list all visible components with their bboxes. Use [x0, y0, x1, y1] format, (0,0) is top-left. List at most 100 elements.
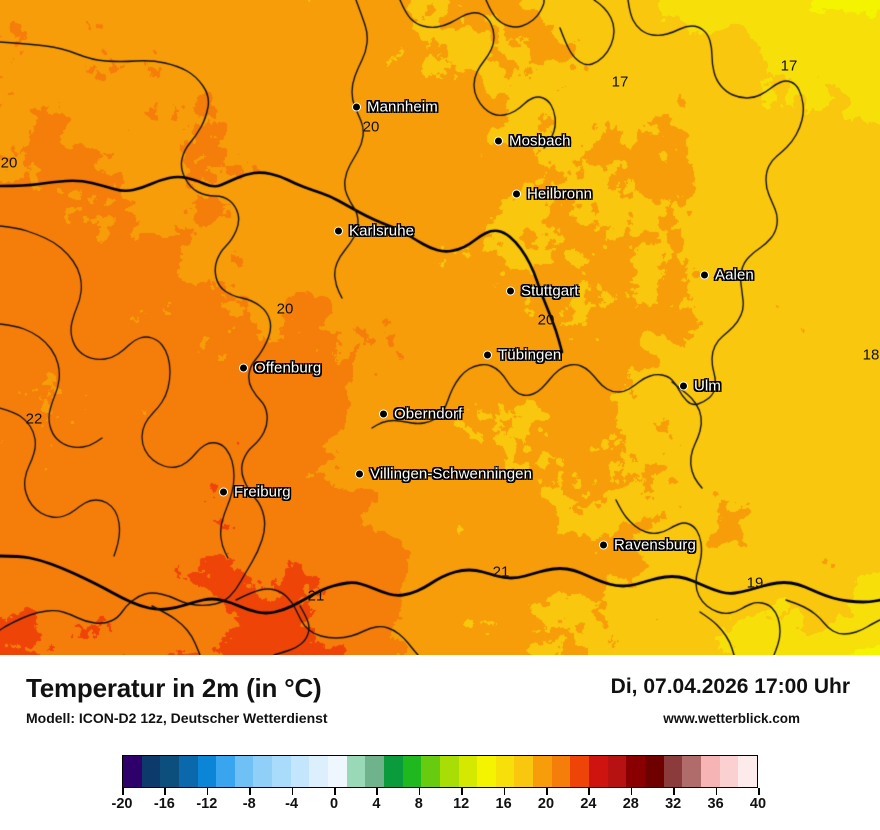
colorbar-tick	[334, 788, 336, 795]
city-label: Tübingen	[498, 346, 562, 364]
colorbar-swatch	[682, 756, 701, 787]
colorbar-tick-label: 28	[622, 796, 639, 812]
colorbar-swatch	[123, 756, 142, 787]
isotherm-label: 20	[276, 300, 294, 318]
city-dot-icon	[506, 286, 515, 296]
city-label: Offenburg	[254, 359, 322, 377]
valid-datetime: Di, 07.04.2026 17:00 Uhr	[610, 675, 850, 698]
colorbar: -20 -16 -12 -8 -4 0 4 8 12 16 20 24 28 32 36 40	[0, 755, 880, 825]
map-city-marker: Ravensburg	[599, 537, 696, 554]
colorbar-tick	[461, 788, 463, 795]
isotherm-label: 21	[307, 587, 325, 605]
city-dot-icon	[679, 381, 688, 391]
colorbar-tick	[758, 788, 760, 795]
map-city-marker: Karlsruhe	[334, 223, 414, 240]
colorbar-tick-label: -12	[196, 796, 218, 812]
colorbar-tick	[715, 788, 718, 795]
model-subtitle: Modell: ICON-D2 12z, Deutscher Wetterdie…	[26, 710, 328, 726]
colorbar-swatch	[421, 756, 440, 787]
colorbar-tick	[122, 788, 124, 795]
colorbar-tick	[206, 788, 209, 795]
colorbar-tick-label: 12	[453, 796, 470, 812]
colorbar-swatch	[178, 756, 198, 787]
colorbar-swatch	[570, 756, 590, 787]
colorbar-tick-label: -20	[111, 796, 133, 812]
colorbar-tick	[291, 788, 294, 795]
colorbar-swatch	[514, 756, 534, 787]
isotherm-label: 17	[780, 57, 798, 75]
city-label: Freiburg	[234, 483, 291, 501]
colorbar-tick-label: 4	[372, 796, 381, 812]
colorbar-swatch	[309, 756, 329, 787]
colorbar-swatch	[439, 756, 459, 787]
city-dot-icon	[494, 136, 503, 146]
isotherm-label: 20	[0, 154, 18, 172]
city-label: Ulm	[694, 377, 721, 395]
city-label: Mosbach	[509, 132, 571, 150]
isotherm-label: 22	[25, 410, 43, 428]
colorbar-tick	[164, 788, 166, 795]
city-dot-icon	[239, 363, 248, 373]
map-city-marker: Mosbach	[494, 133, 571, 150]
colorbar-tick	[418, 788, 421, 795]
city-label: Ravensburg	[614, 536, 696, 554]
colorbar-tick	[376, 788, 378, 795]
colorbar-tick-label: -8	[242, 796, 256, 812]
colorbar-tick-label: 32	[665, 796, 682, 812]
map-footer: Temperatur in 2m (in °C) Modell: ICON-D2…	[0, 655, 880, 830]
isotherm-label: 17	[611, 73, 629, 91]
temperature-field-canvas	[0, 0, 880, 655]
colorbar-tick-label: -16	[153, 796, 175, 812]
colorbar-swatch	[738, 756, 757, 787]
colorbar-swatch	[589, 756, 608, 787]
website-credit: www.wetterblick.com	[663, 711, 800, 726]
colorbar-ticks	[122, 788, 760, 796]
colorbar-tick-label: -4	[285, 796, 299, 812]
city-dot-icon	[219, 487, 228, 497]
page-title: Temperatur in 2m (in °C)	[26, 673, 322, 703]
city-dot-icon	[379, 409, 388, 419]
city-dot-icon	[599, 540, 608, 550]
colorbar-tick	[673, 788, 675, 795]
city-label: Oberndorf	[394, 405, 463, 423]
map-city-marker: Mannheim	[352, 99, 438, 116]
colorbar-tick-label: 36	[707, 796, 724, 812]
city-label: Aalen	[715, 266, 754, 284]
colorbar-gradient	[122, 755, 758, 788]
map-city-marker: Villingen-Schwenningen	[355, 466, 532, 483]
colorbar-tick-label: 40	[749, 796, 767, 812]
colorbar-tick-label: 0	[329, 796, 339, 812]
temperature-map[interactable]: Mannheim Mosbach Heilbronn Karlsruhe Aalen St…	[0, 0, 880, 655]
colorbar-swatch	[383, 756, 403, 787]
map-city-marker: Tübingen	[483, 347, 561, 364]
colorbar-tick	[546, 788, 548, 795]
isotherm-label: 18	[862, 346, 880, 364]
colorbar-swatch	[719, 756, 739, 787]
map-label-overlay: Mannheim Mosbach Heilbronn Karlsruhe Aalen St…	[0, 57, 880, 605]
colorbar-swatch	[607, 756, 627, 787]
city-dot-icon	[512, 189, 521, 199]
colorbar-swatch	[234, 756, 254, 787]
isotherm-label: 21	[492, 563, 510, 581]
isotherm-label: 20	[362, 118, 380, 136]
colorbar-swatch	[700, 756, 720, 787]
map-city-marker: Aalen	[700, 267, 754, 284]
colorbar-swatch	[551, 756, 571, 787]
city-dot-icon	[334, 226, 343, 236]
map-city-marker: Offenburg	[239, 360, 321, 377]
colorbar-swatch	[197, 756, 217, 787]
colorbar-tick-label: 24	[580, 796, 597, 812]
colorbar-swatch	[253, 756, 273, 787]
colorbar-swatch	[495, 756, 515, 787]
map-city-marker: Oberndorf	[379, 406, 462, 423]
map-city-marker: Heilbronn	[512, 186, 592, 203]
map-city-marker: Ulm	[679, 378, 721, 395]
colorbar-swatch	[272, 756, 291, 787]
colorbar-swatch	[402, 756, 422, 787]
colorbar-tick	[249, 788, 251, 795]
colorbar-swatch	[216, 756, 235, 787]
colorbar-tick	[630, 788, 633, 795]
colorbar-swatch	[663, 756, 683, 787]
colorbar-swatch	[477, 756, 496, 787]
